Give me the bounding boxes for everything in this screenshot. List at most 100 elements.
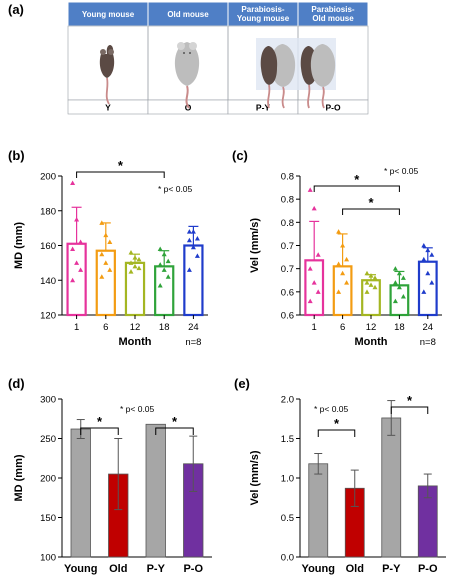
significance-star: * — [354, 172, 360, 187]
group-code: Y — [105, 103, 111, 113]
header-cell — [297, 1, 369, 27]
bar — [417, 260, 438, 317]
chart-d: 100 150 200 250 300 MD (mm) Young Old P-Y P-O * p<… — [13, 395, 212, 575]
x-tick-label: Young — [64, 563, 97, 575]
significance-bracket — [313, 185, 400, 192]
data-point — [128, 249, 134, 255]
bar — [124, 261, 146, 317]
header-label: Young mouse — [82, 10, 135, 19]
y-tick-label: 2.0 — [281, 395, 294, 406]
x-tick-label: 24 — [423, 322, 434, 333]
data-point — [103, 260, 109, 265]
data-point — [161, 251, 167, 257]
y-tick-label: 300 — [40, 395, 56, 406]
data-point — [425, 247, 431, 253]
x-tick-label: 12 — [130, 322, 141, 333]
x-axis-label: Month — [119, 336, 152, 348]
data-point — [70, 180, 76, 185]
data-point — [392, 298, 398, 304]
panel-e-label: (e) — [234, 376, 250, 391]
significance-star: * — [172, 414, 178, 429]
y-tick-label: 200 — [40, 474, 56, 485]
data-point — [340, 270, 346, 276]
data-point — [421, 289, 427, 294]
y-tick-label: 0.8 — [281, 195, 294, 206]
data-point — [74, 260, 80, 265]
x-tick-label: P-Y — [147, 563, 166, 575]
data-point — [157, 282, 163, 288]
significance-bracket — [76, 171, 165, 178]
header-label: Old mouse — [167, 10, 209, 19]
data-point — [194, 236, 200, 241]
data-point — [107, 267, 113, 272]
chart-e: 0.0 0.5 1.0 1.5 2.0 Vel (mm/s) Young Old P-Y P-O *… — [249, 393, 446, 575]
data-point — [99, 274, 105, 279]
data-point — [429, 280, 435, 285]
data-point — [368, 273, 374, 278]
data-point — [161, 267, 167, 272]
bar — [308, 463, 329, 558]
data-point — [190, 229, 196, 234]
chart-c: 0.6 0.6 0.7 0.7 0.8 0.8 0.8 Vel (mm/s) 1 6 12 18 24 M… — [249, 166, 442, 348]
header-label: Parabiosis- — [311, 5, 354, 14]
data-point — [190, 244, 196, 250]
data-point — [396, 284, 402, 290]
panel-b-label: (b) — [8, 148, 25, 163]
data-point — [194, 253, 200, 258]
data-point — [425, 270, 431, 276]
y-tick-label: 140 — [40, 276, 56, 287]
data-point — [344, 256, 350, 262]
data-point — [372, 284, 378, 290]
bar — [70, 428, 91, 558]
panel-a-label: (a) — [8, 2, 24, 17]
y-tick-label: 0.7 — [281, 241, 294, 252]
y-tick-label: 1.0 — [281, 474, 294, 485]
significance-star: * — [97, 414, 103, 429]
y-tick-label: 250 — [40, 434, 56, 445]
bar — [154, 265, 175, 317]
header-label: Old mouse — [312, 14, 354, 23]
data-point — [136, 256, 142, 262]
x-tick-label: Old — [346, 563, 364, 575]
bar — [95, 249, 116, 317]
x-tick-label: 24 — [188, 322, 199, 333]
x-tick-label: 18 — [394, 322, 405, 333]
data-point — [400, 293, 406, 299]
data-point — [311, 280, 317, 285]
y-tick-label: 150 — [40, 513, 56, 524]
data-point — [421, 256, 427, 262]
data-point — [307, 298, 313, 304]
y-axis-label: MD (mm) — [13, 222, 25, 269]
y-axis-label: Vel (mm/s) — [249, 450, 261, 505]
data-point — [103, 232, 109, 238]
data-point — [128, 260, 134, 265]
bar — [66, 242, 87, 317]
y-tick-label: 160 — [40, 241, 56, 252]
data-point — [107, 239, 113, 245]
data-point — [136, 265, 142, 271]
data-point — [364, 289, 370, 294]
x-tick-label: P-O — [418, 563, 438, 575]
significance-bracket — [390, 406, 429, 414]
significance-star: * — [118, 158, 124, 173]
data-point — [336, 229, 342, 234]
y-tick-label: 120 — [40, 311, 56, 322]
x-tick-label: 1 — [312, 322, 317, 333]
data-point — [165, 274, 171, 279]
data-point — [70, 277, 76, 283]
data-point — [336, 261, 342, 267]
data-point — [429, 252, 435, 257]
x-tick-label: 6 — [103, 322, 108, 333]
data-point — [315, 252, 321, 257]
bar — [145, 423, 166, 558]
data-point — [186, 267, 192, 272]
significance-star: * — [368, 195, 374, 210]
bar — [304, 259, 325, 317]
data-point — [70, 246, 76, 251]
bar — [389, 284, 410, 317]
chart-b: 120 140 160 180 200 MD (mm) 1 6 12 18 24 Month n=8 * … — [13, 158, 208, 348]
significance-note: * p< 0.05 — [120, 404, 155, 414]
data-point — [99, 220, 105, 225]
y-tick-label: 0.8 — [281, 218, 294, 229]
